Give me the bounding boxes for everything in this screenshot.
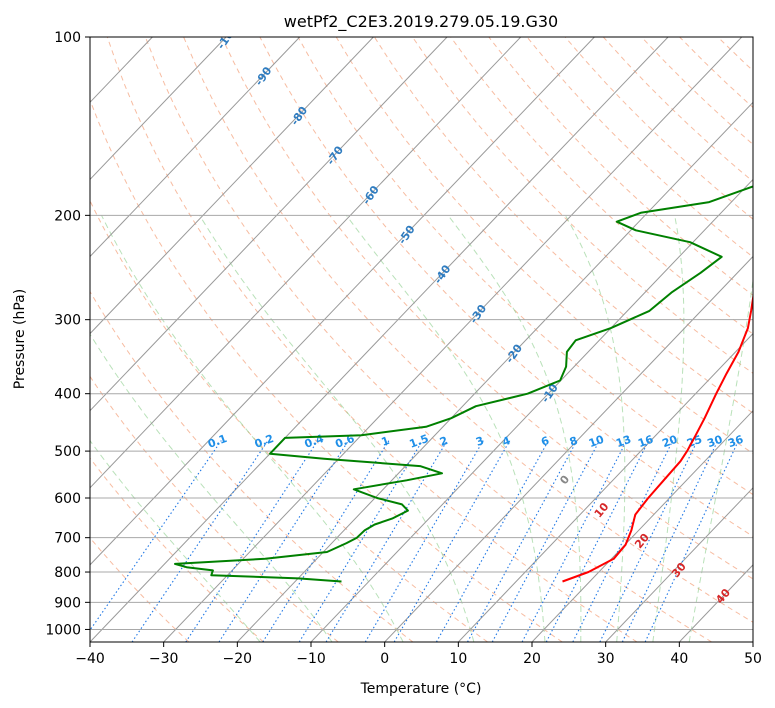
x-axis-ticks: −40 −30 −20 −10 0 10 20 30 40 50 [75,642,762,667]
isotherm-line [90,37,595,566]
dry-adiabat-line [450,37,753,335]
y-tick-label: 800 [54,565,81,581]
isotherm-line [90,37,301,258]
y-tick-label: 700 [54,531,81,547]
dry-adiabat-line [144,37,712,642]
profile-series [174,185,753,583]
isotherm-line [163,37,743,642]
dry-adiabat-line [259,37,753,537]
mixing-ratio-line [621,440,719,642]
y-tick-label: 600 [54,491,81,507]
y-tick-label: 500 [54,444,81,460]
x-tick-label: 20 [523,651,541,667]
isotherm-line [310,178,753,642]
x-tick-label: 30 [597,651,615,667]
y-axis-ticks: 100 200 300 400 500 600 700 800 900 1000 [45,30,90,638]
temperature-line [562,291,753,583]
chart-title: wetPf2_C2E3.2019.279.05.19.G30 [284,12,558,32]
isotherm-line [457,332,753,642]
dry-adiabat-line [297,37,753,496]
dry-adiabat-line [90,290,414,642]
background-lines [90,37,753,642]
plot-frame [89,36,754,643]
moist-adiabat-line [199,215,475,642]
mixing-ratio-line [545,440,650,642]
y-axis-label: Pressure (hPa) [12,289,28,389]
mixing-ratio-line [393,440,511,642]
mixing-ratio-label: 0.2 [253,432,276,451]
mixing-ratio-line [644,440,739,642]
mixing-ratio-line [599,440,698,642]
mixing-ratio-label: 3 [474,434,486,449]
mixing-ratio-label: 4 [501,434,513,449]
x-tick-label: −20 [223,651,253,667]
x-tick-label: 0 [380,651,389,667]
moist-adiabat-line [101,215,404,642]
isotherm-line [90,37,227,181]
y-tick-label: 900 [54,595,81,611]
isotherm-line [531,409,753,642]
mixing-ratio-label: 36 [726,433,745,451]
mixing-ratio-label: 6 [539,434,551,449]
x-tick-label: 10 [449,651,467,667]
mixing-ratio-label: 0.1 [206,432,229,451]
x-tick-label: 50 [744,651,762,667]
isotherm-line [90,37,374,335]
mixing-ratio-label: 13 [614,433,633,450]
x-tick-label: 40 [670,651,688,667]
mixing-ratio-label: 1 [380,434,392,449]
dry-adiabat-line [335,37,753,455]
isotherm-line [236,101,753,642]
mixing-ratio-line [435,440,549,642]
moist-adiabat-line [688,277,753,642]
mixing-ratio-line [131,440,269,642]
mixing-ratio-label: 30 [706,433,725,451]
moist-adiabat-line [564,215,626,642]
mixing-ratio-line [572,440,674,642]
mixing-ratio-label: 20 [660,433,679,451]
dewpoint-line [174,185,753,583]
dry-adiabat-line [90,457,264,642]
x-tick-label: −40 [75,651,105,667]
y-tick-label: 300 [54,313,81,329]
dry-adiabat-line [106,37,638,642]
mixing-ratio-line [298,440,423,642]
mixing-ratio-line [521,440,628,642]
mixing-ratio-label: 2 [438,434,450,449]
mixing-ratio-label: 1.5 [408,432,431,451]
mixing-ratio-label: 8 [568,434,580,449]
isotherm-line [90,37,669,642]
dry-adiabat-line [90,199,488,642]
y-tick-label: 400 [54,387,81,403]
x-axis-label: Temperature (°C) [360,681,482,697]
isotherm-line [90,37,522,489]
dry-adiabat-line [90,98,563,642]
mixing-ratio-label: 16 [636,433,655,451]
mixing-ratio-line [90,440,222,632]
isotherm-line [384,255,753,642]
moist-adiabat-line [345,215,546,642]
mixing-ratio-label: 10 [587,433,606,451]
dry-adiabat-line [183,37,753,623]
y-tick-label: 1000 [45,622,81,638]
y-tick-label: 200 [54,208,81,224]
moist-adiabat-line [447,214,582,642]
x-tick-label: −10 [296,651,326,667]
mixing-ratio-line [364,440,484,642]
isotherm-line [90,37,448,412]
dry-adiabat-line [221,37,753,580]
x-tick-label: −30 [149,651,179,667]
dry-adiabat-line [412,37,753,374]
mixing-ratio-line [185,440,319,642]
isotherm-line [605,487,753,642]
moist-adiabat-line [652,215,685,642]
y-tick-label: 100 [54,30,81,46]
